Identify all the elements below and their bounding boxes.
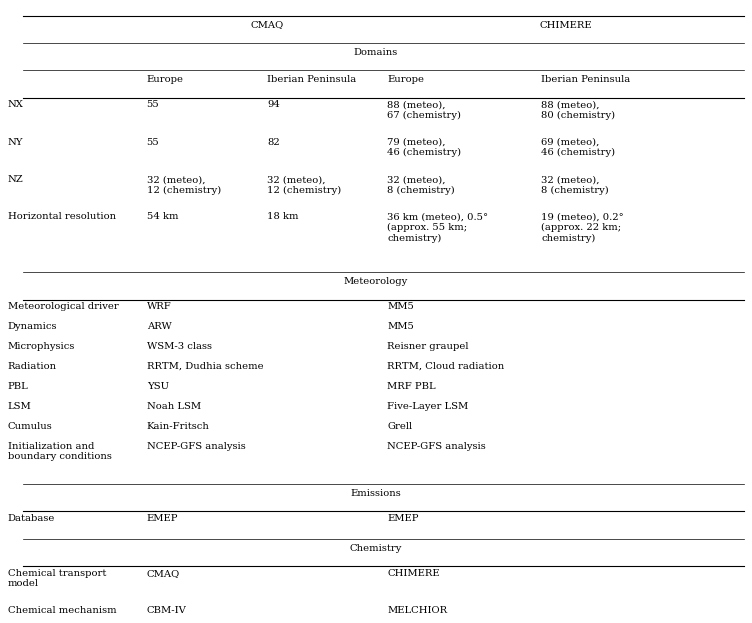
Text: WSM-3 class: WSM-3 class — [147, 342, 211, 351]
Text: 18 km: 18 km — [267, 212, 299, 221]
Text: Europe: Europe — [147, 75, 183, 84]
Text: Initialization and
boundary conditions: Initialization and boundary conditions — [8, 442, 111, 461]
Text: Cumulus: Cumulus — [8, 422, 53, 430]
Text: Noah LSM: Noah LSM — [147, 402, 201, 411]
Text: 54 km: 54 km — [147, 212, 178, 221]
Text: ARW: ARW — [147, 322, 171, 331]
Text: 32 (meteo),
12 (chemistry): 32 (meteo), 12 (chemistry) — [147, 175, 221, 194]
Text: Reisner graupel: Reisner graupel — [387, 342, 468, 351]
Text: 69 (meteo),
46 (chemistry): 69 (meteo), 46 (chemistry) — [541, 138, 616, 157]
Text: EMEP: EMEP — [387, 514, 419, 523]
Text: 32 (meteo),
12 (chemistry): 32 (meteo), 12 (chemistry) — [267, 175, 341, 194]
Text: Chemistry: Chemistry — [350, 544, 402, 553]
Text: Iberian Peninsula: Iberian Peninsula — [541, 75, 631, 84]
Text: CHIMERE: CHIMERE — [540, 21, 592, 29]
Text: 79 (meteo),
46 (chemistry): 79 (meteo), 46 (chemistry) — [387, 138, 462, 157]
Text: MM5: MM5 — [387, 322, 414, 331]
Text: 55: 55 — [147, 100, 159, 109]
Text: Dynamics: Dynamics — [8, 322, 57, 331]
Text: 32 (meteo),
8 (chemistry): 32 (meteo), 8 (chemistry) — [541, 175, 609, 194]
Text: 82: 82 — [267, 138, 280, 146]
Text: NZ: NZ — [8, 175, 23, 184]
Text: 88 (meteo),
67 (chemistry): 88 (meteo), 67 (chemistry) — [387, 100, 461, 120]
Text: 94: 94 — [267, 100, 280, 109]
Text: CBM-IV: CBM-IV — [147, 606, 186, 615]
Text: EMEP: EMEP — [147, 514, 178, 523]
Text: Chemical transport
model: Chemical transport model — [8, 569, 106, 588]
Text: Horizontal resolution: Horizontal resolution — [8, 212, 116, 221]
Text: Domains: Domains — [354, 48, 398, 57]
Text: LSM: LSM — [8, 402, 32, 411]
Text: YSU: YSU — [147, 382, 168, 391]
Text: MELCHIOR: MELCHIOR — [387, 606, 447, 615]
Text: Grell: Grell — [387, 422, 412, 430]
Text: RRTM, Dudhia scheme: RRTM, Dudhia scheme — [147, 362, 263, 371]
Text: Europe: Europe — [387, 75, 424, 84]
Text: Chemical mechanism: Chemical mechanism — [8, 606, 116, 615]
Text: Iberian Peninsula: Iberian Peninsula — [267, 75, 356, 84]
Text: CMAQ: CMAQ — [250, 21, 284, 29]
Text: CHIMERE: CHIMERE — [387, 569, 440, 578]
Text: NCEP-GFS analysis: NCEP-GFS analysis — [147, 442, 245, 450]
Text: Microphysics: Microphysics — [8, 342, 75, 351]
Text: 32 (meteo),
8 (chemistry): 32 (meteo), 8 (chemistry) — [387, 175, 455, 194]
Text: Meteorological driver: Meteorological driver — [8, 302, 118, 311]
Text: Database: Database — [8, 514, 55, 523]
Text: Kain-Fritsch: Kain-Fritsch — [147, 422, 210, 430]
Text: Meteorology: Meteorology — [344, 277, 408, 286]
Text: WRF: WRF — [147, 302, 171, 311]
Text: Emissions: Emissions — [350, 489, 402, 498]
Text: MM5: MM5 — [387, 302, 414, 311]
Text: 36 km (meteo), 0.5°
(approx. 55 km;
chemistry): 36 km (meteo), 0.5° (approx. 55 km; chem… — [387, 212, 488, 242]
Text: Radiation: Radiation — [8, 362, 56, 371]
Text: CMAQ: CMAQ — [147, 569, 180, 578]
Text: 19 (meteo), 0.2°
(approx. 22 km;
chemistry): 19 (meteo), 0.2° (approx. 22 km; chemist… — [541, 212, 624, 242]
Text: Five-Layer LSM: Five-Layer LSM — [387, 402, 468, 411]
Text: 88 (meteo),
80 (chemistry): 88 (meteo), 80 (chemistry) — [541, 100, 616, 120]
Text: MRF PBL: MRF PBL — [387, 382, 436, 391]
Text: NCEP-GFS analysis: NCEP-GFS analysis — [387, 442, 486, 450]
Text: PBL: PBL — [8, 382, 29, 391]
Text: RRTM, Cloud radiation: RRTM, Cloud radiation — [387, 362, 505, 371]
Text: 55: 55 — [147, 138, 159, 146]
Text: NX: NX — [8, 100, 23, 109]
Text: NY: NY — [8, 138, 23, 146]
